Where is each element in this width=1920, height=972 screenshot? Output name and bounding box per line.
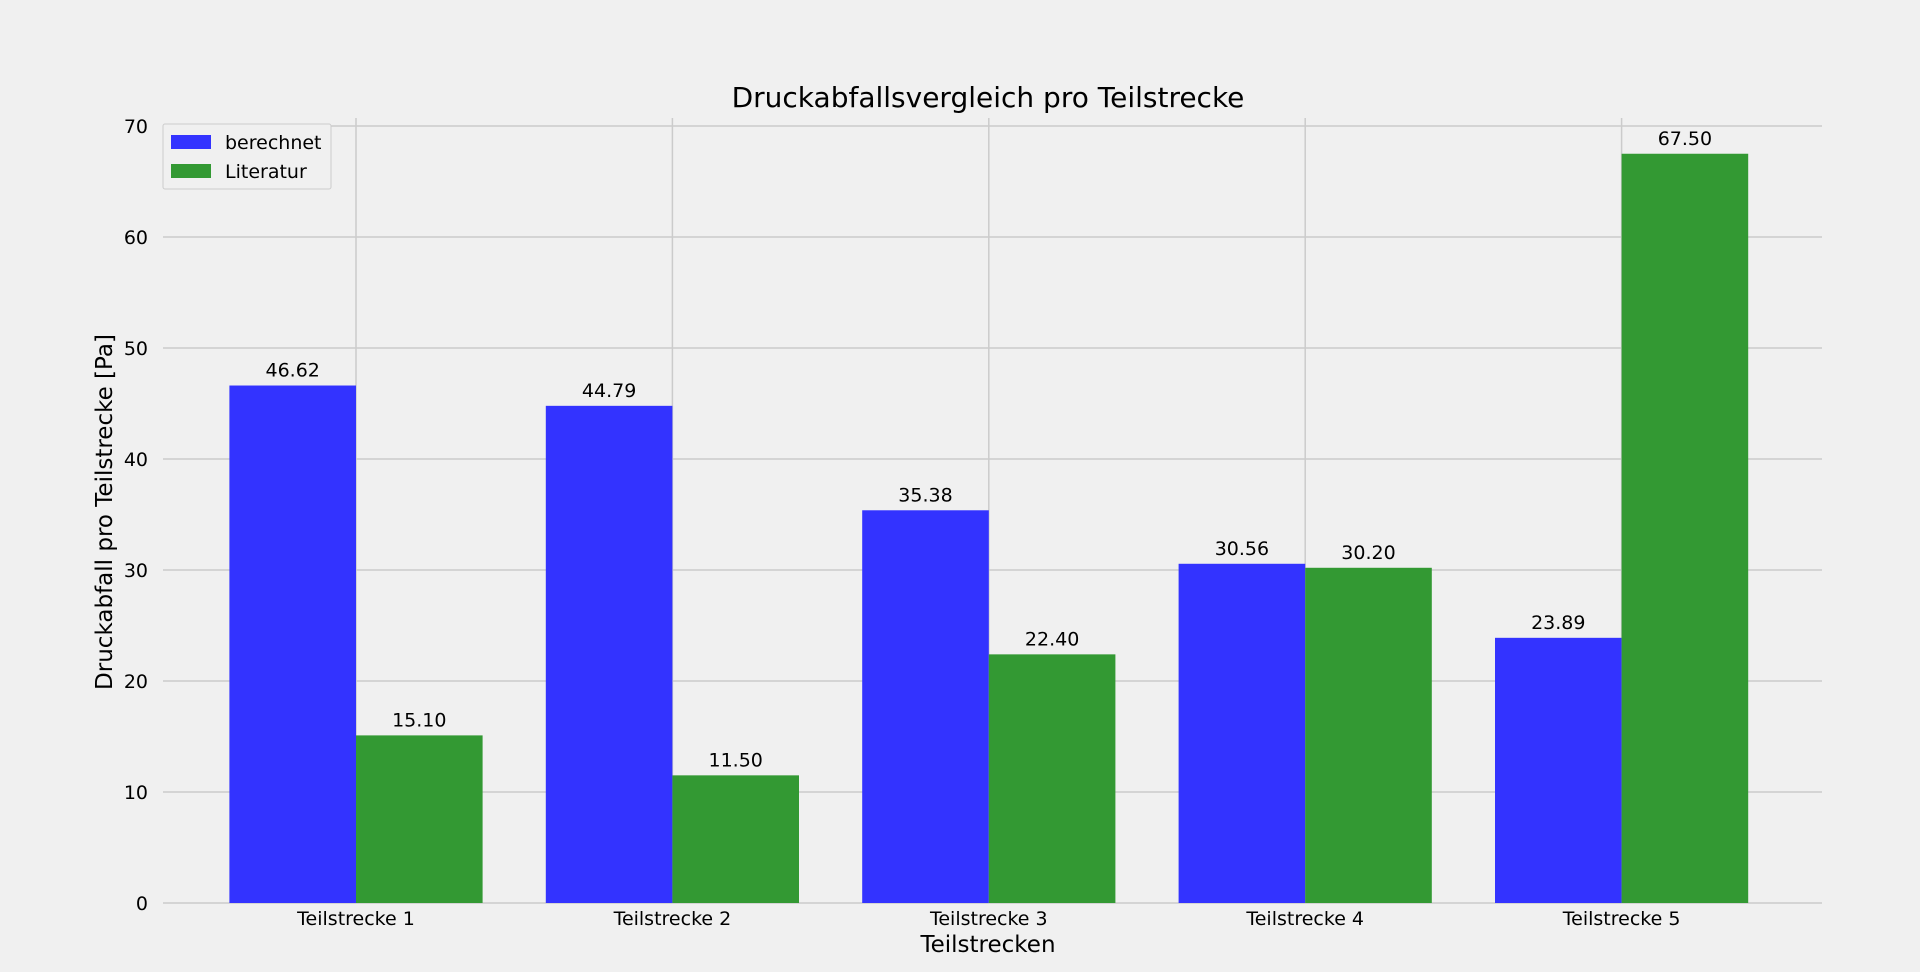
data-label: 44.79 bbox=[582, 380, 636, 402]
legend-label-literatur: Literatur bbox=[225, 161, 307, 183]
bar bbox=[356, 735, 483, 903]
x-tick-label: Teilstrecke 3 bbox=[929, 908, 1048, 930]
bars bbox=[229, 153, 1749, 903]
y-axis-label: Druckabfall pro Teilstrecke [Pa] bbox=[92, 334, 118, 690]
bar bbox=[862, 510, 989, 903]
x-tick-label: Teilstrecke 5 bbox=[1562, 908, 1681, 930]
bar bbox=[1495, 637, 1622, 903]
legend: berechnet Literatur bbox=[162, 123, 332, 190]
bar bbox=[1621, 153, 1749, 903]
data-label: 22.40 bbox=[1025, 628, 1079, 650]
y-tick-label: 40 bbox=[124, 449, 148, 471]
data-label: 30.20 bbox=[1341, 542, 1395, 564]
y-tick-label: 0 bbox=[136, 893, 148, 915]
bar bbox=[988, 654, 1116, 903]
legend-swatch-berechnet bbox=[171, 135, 211, 149]
data-label: 15.10 bbox=[392, 709, 446, 731]
y-tick-label: 60 bbox=[124, 227, 148, 249]
data-label: 35.38 bbox=[898, 484, 952, 506]
bar bbox=[545, 405, 673, 903]
data-label: 11.50 bbox=[708, 749, 762, 771]
bar bbox=[1305, 567, 1432, 903]
x-tick-label: Teilstrecke 2 bbox=[613, 908, 732, 930]
y-tick-label: 50 bbox=[124, 338, 148, 360]
data-label: 67.50 bbox=[1658, 128, 1712, 150]
y-tick-label: 10 bbox=[124, 782, 148, 804]
bar bbox=[229, 385, 356, 903]
x-ticks: Teilstrecke 1 Teilstrecke 2 Teilstrecke 3 T… bbox=[296, 908, 1680, 930]
data-label: 30.56 bbox=[1215, 538, 1269, 560]
bar bbox=[672, 775, 799, 903]
y-tick-label: 70 bbox=[124, 116, 148, 138]
legend-label-berechnet: berechnet bbox=[225, 132, 322, 154]
data-labels: 46.62 44.79 35.38 30.56 23.89 15.10 11.50 22.40… bbox=[265, 128, 1712, 772]
y-tick-label: 20 bbox=[124, 671, 148, 693]
x-tick-label: Teilstrecke 1 bbox=[296, 908, 415, 930]
chart-title: Druckabfallsvergleich pro Teilstrecke bbox=[732, 81, 1245, 114]
legend-swatch-literatur bbox=[171, 164, 211, 178]
x-axis-label: Teilstrecken bbox=[919, 932, 1055, 958]
bar bbox=[1178, 563, 1306, 903]
x-tick-label: Teilstrecke 4 bbox=[1245, 908, 1364, 930]
y-ticks: 0 10 20 30 40 50 60 70 bbox=[124, 116, 148, 915]
y-tick-label: 30 bbox=[124, 560, 148, 582]
data-label: 23.89 bbox=[1531, 612, 1585, 634]
data-label: 46.62 bbox=[265, 360, 319, 382]
